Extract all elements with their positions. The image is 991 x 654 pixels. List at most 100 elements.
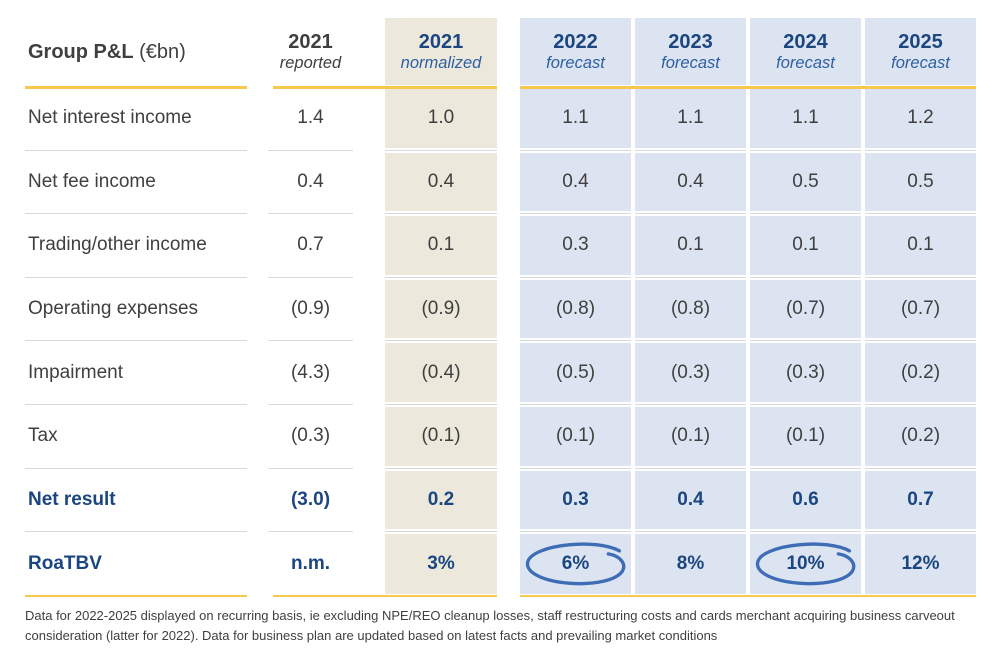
cell-value: 0.1 [427, 234, 455, 256]
cell-value: 1.1 [562, 107, 589, 129]
cell-value: (0.8) [670, 298, 711, 320]
cell-value: (0.3) [290, 425, 331, 447]
cell-2024-forecast-impairment: (0.3) [750, 341, 861, 405]
column-year: 2021 [418, 31, 464, 54]
cell-2021-normalized-trading-other-income: 0.1 [385, 214, 497, 278]
cell-value: 8% [676, 552, 705, 574]
cell-2021-reported-roatbv: n.m. [268, 532, 353, 596]
cell-value: (0.1) [670, 425, 711, 447]
gold-divider-bottom-labels [25, 594, 247, 597]
cell-value: 1.2 [907, 107, 934, 129]
cell-2024-forecast-roatbv: 10% [750, 532, 861, 596]
table-title-unit: (€bn) [133, 40, 186, 63]
cell-2022-forecast-trading-other-income: 0.3 [520, 214, 631, 278]
column-header-2022-forecast: 2022 forecast [520, 16, 631, 87]
cell-value: 1.1 [792, 107, 819, 129]
cell-2021-normalized-net-interest-income: 1.0 [385, 87, 497, 151]
cell-value: (0.1) [555, 425, 596, 447]
cell-value: (0.2) [900, 425, 941, 447]
label-column: Group P&L (€bn) Net interest income Net f… [25, 16, 247, 596]
column-year: 2024 [783, 31, 828, 54]
gold-divider-bottom-forecast [520, 594, 976, 597]
cell-2025-forecast-net-fee-income: 0.5 [865, 151, 976, 215]
cell-value: (0.8) [555, 298, 596, 320]
column-header-2025-forecast: 2025 forecast [865, 16, 976, 87]
cell-value: 0.4 [427, 170, 455, 192]
cell-2022-forecast-roatbv: 6% [520, 532, 631, 596]
cell-2021-reported-operating-expenses: (0.9) [268, 278, 353, 342]
cell-value: 0.5 [907, 170, 934, 192]
cell-value: (0.9) [421, 298, 461, 320]
cell-value: 12% [901, 552, 940, 574]
cell-2024-forecast-tax: (0.1) [750, 405, 861, 469]
column-year: 2021 [288, 31, 333, 54]
cell-value: (0.2) [900, 361, 941, 383]
cell-value: 10% [786, 552, 825, 574]
cell-2022-forecast-tax: (0.1) [520, 405, 631, 469]
cell-2022-forecast-net-interest-income: 1.1 [520, 87, 631, 151]
cell-value: (0.1) [785, 425, 826, 447]
cell-2021-reported-net-result: (3.0) [268, 469, 353, 533]
cell-value: 0.3 [562, 488, 589, 510]
cell-value: (0.3) [785, 361, 826, 383]
cell-value: (0.1) [421, 425, 461, 447]
cell-2022-forecast-net-fee-income: 0.4 [520, 151, 631, 215]
cell-2021-normalized-net-fee-income: 0.4 [385, 151, 497, 215]
cell-2021-normalized-roatbv: 3% [385, 532, 497, 596]
cell-value: 3% [427, 552, 455, 574]
row-label-roatbv: RoaTBV [28, 552, 102, 574]
cell-2021-reported-tax: (0.3) [268, 405, 353, 469]
column-sublabel: forecast [546, 54, 605, 73]
cell-value: 0.4 [297, 170, 324, 192]
cell-2024-forecast-operating-expenses: (0.7) [750, 278, 861, 342]
footnote: Data for 2022-2025 displayed on recurrin… [25, 608, 955, 643]
cell-2021-normalized-net-result: 0.2 [385, 469, 497, 533]
cell-2023-forecast-roatbv: 8% [635, 532, 746, 596]
cell-2022-forecast-impairment: (0.5) [520, 341, 631, 405]
column-sublabel: reported [279, 54, 342, 73]
cell-2021-reported-impairment: (4.3) [268, 341, 353, 405]
table-title: Group P&L (€bn) [25, 16, 247, 87]
cell-value: 0.6 [792, 488, 819, 510]
cell-value: (0.9) [290, 298, 331, 320]
cell-value: (0.7) [900, 298, 941, 320]
cell-2023-forecast-tax: (0.1) [635, 405, 746, 469]
row-label-net-interest-income: Net interest income [25, 87, 247, 151]
column-2021-reported: 2021 reported 1.4 0.4 0.7 (0.9) (4.3) (0.3) (3.0… [268, 16, 353, 596]
row-label-net-result: Net result [25, 469, 247, 533]
row-label-impairment: Impairment [25, 341, 247, 405]
column-2025-forecast: 2025 forecast 1.2 0.5 0.1 (0.7) (0.2) (0.2) 0.7 1… [865, 16, 976, 596]
column-sublabel: forecast [891, 54, 950, 73]
cell-value: 0.1 [792, 234, 819, 256]
column-year: 2025 [898, 31, 943, 54]
cell-2023-forecast-net-interest-income: 1.1 [635, 87, 746, 151]
gold-divider-top-2021 [273, 86, 497, 89]
cell-value: (4.3) [290, 361, 331, 383]
cell-2025-forecast-impairment: (0.2) [865, 341, 976, 405]
cell-2021-normalized-impairment: (0.4) [385, 341, 497, 405]
gold-divider-bottom-2021 [273, 594, 497, 597]
column-header-2024-forecast: 2024 forecast [750, 16, 861, 87]
cell-2021-normalized-tax: (0.1) [385, 405, 497, 469]
cell-2022-forecast-operating-expenses: (0.8) [520, 278, 631, 342]
cell-2021-reported-net-fee-income: 0.4 [268, 151, 353, 215]
cell-value: 0.4 [677, 488, 704, 510]
cell-value: 1.0 [427, 107, 455, 129]
cell-value: 0.7 [297, 234, 324, 256]
cell-2025-forecast-tax: (0.2) [865, 405, 976, 469]
cell-value: 1.1 [677, 107, 704, 129]
column-2024-forecast: 2024 forecast 1.1 0.5 0.1 (0.7) (0.3) (0.1) 0.6 1… [750, 16, 861, 596]
column-header-2021-reported: 2021 reported [268, 16, 353, 87]
cell-value: n.m. [290, 552, 331, 574]
column-sublabel: normalized [400, 54, 482, 73]
cell-2021-reported-net-interest-income: 1.4 [268, 87, 353, 151]
cell-value: 0.4 [677, 170, 704, 192]
cell-2024-forecast-net-result: 0.6 [750, 469, 861, 533]
cell-value: 0.7 [907, 488, 934, 510]
table-title-text: Group P&L (€bn) [28, 40, 186, 64]
cell-2024-forecast-trading-other-income: 0.1 [750, 214, 861, 278]
cell-2021-reported-trading-other-income: 0.7 [268, 214, 353, 278]
cell-2025-forecast-roatbv: 12% [865, 532, 976, 596]
cell-2023-forecast-operating-expenses: (0.8) [635, 278, 746, 342]
